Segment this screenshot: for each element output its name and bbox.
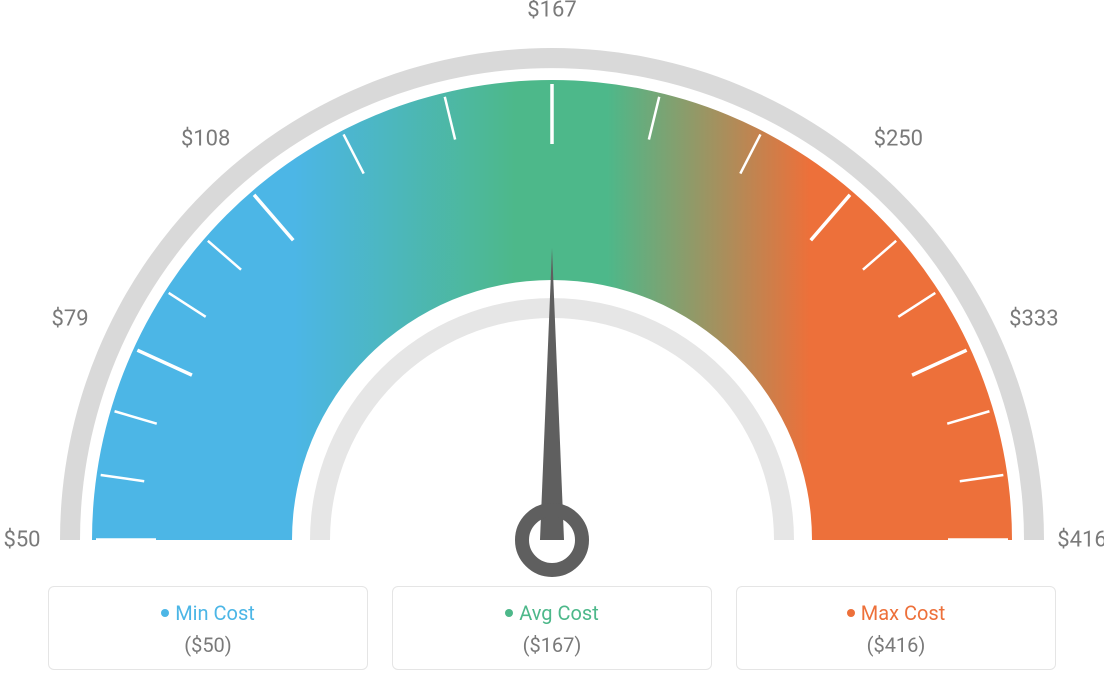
legend-row: Min Cost ($50) Avg Cost ($167) Max Cost …	[0, 586, 1104, 670]
gauge-needle	[540, 248, 564, 540]
legend-avg-dot	[505, 609, 513, 617]
gauge-tick-label: $250	[874, 126, 923, 151]
legend-min-value: ($50)	[49, 633, 367, 657]
legend-min-card: Min Cost ($50)	[48, 586, 368, 670]
legend-max-dot	[847, 609, 855, 617]
gauge-tick-label: $333	[1009, 307, 1058, 332]
legend-min-dot	[161, 609, 169, 617]
gauge-tick-label: $79	[52, 307, 89, 332]
gauge-tick-label: $108	[181, 126, 230, 151]
legend-avg-card: Avg Cost ($167)	[392, 586, 712, 670]
legend-avg-value: ($167)	[393, 633, 711, 657]
gauge-svg	[32, 20, 1072, 580]
cost-gauge: $50$79$108$167$250$333$416	[32, 20, 1072, 580]
gauge-tick-label: $50	[3, 528, 40, 553]
legend-min-label: Min Cost	[175, 601, 255, 625]
gauge-tick-label: $416	[1057, 528, 1104, 553]
legend-min-title: Min Cost	[161, 601, 255, 625]
legend-avg-label: Avg Cost	[519, 601, 599, 625]
gauge-tick-label: $167	[527, 0, 576, 23]
legend-max-value: ($416)	[737, 633, 1055, 657]
legend-max-card: Max Cost ($416)	[736, 586, 1056, 670]
legend-max-label: Max Cost	[861, 601, 946, 625]
legend-avg-title: Avg Cost	[505, 601, 599, 625]
legend-max-title: Max Cost	[847, 601, 946, 625]
